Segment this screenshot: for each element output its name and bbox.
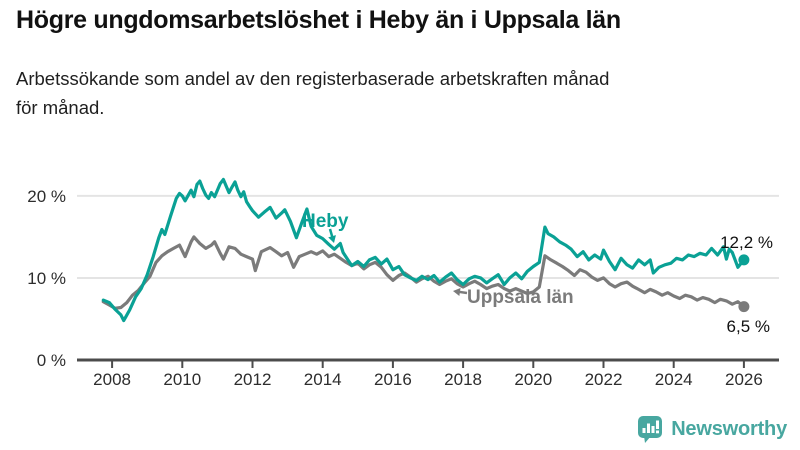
series-label: Heby	[302, 211, 349, 232]
chart-subtitle: Arbetssökande som andel av den registerb…	[16, 64, 786, 122]
series-end-value-label: 12,2 %	[720, 233, 773, 252]
series-label-arrowhead	[328, 235, 336, 243]
x-axis-tick-label: 2010	[163, 370, 201, 389]
series-label-arrowhead	[453, 288, 461, 296]
series-end-dot	[738, 254, 750, 266]
series-label: Uppsala län	[467, 287, 574, 308]
newsworthy-logo-link[interactable]: Newsworthy	[637, 415, 787, 444]
x-axis-tick-label: 2018	[444, 370, 482, 389]
x-axis-tick-label: 2008	[93, 370, 131, 389]
newsworthy-brand-text: Newsworthy	[671, 418, 787, 440]
x-axis-tick-label: 2012	[234, 370, 272, 389]
x-axis-tick-label: 2022	[585, 370, 623, 389]
y-axis-tick-label: 10 %	[27, 269, 66, 288]
subtitle-line-2: för månad.	[16, 97, 105, 119]
series-end-dot	[738, 301, 750, 313]
subtitle-line-1: Arbetssökande som andel av den registerb…	[16, 68, 610, 89]
series-line-uppsala-l-n	[101, 235, 746, 310]
newsworthy-icon	[638, 416, 663, 443]
x-axis-tick-label: 2016	[374, 370, 412, 389]
x-axis-tick-label: 2024	[655, 370, 693, 389]
series-end-value-label: 6,5 %	[727, 317, 770, 336]
page-title: Högre ungdomsarbetslöshet i Heby än i Up…	[16, 6, 621, 34]
series-line-heby	[101, 177, 746, 323]
y-axis-tick-label: 20 %	[27, 187, 66, 206]
y-axis-tick-label: 0 %	[37, 351, 66, 370]
x-axis-tick-label: 2014	[304, 370, 342, 389]
x-axis-tick-label: 2026	[725, 370, 763, 389]
x-axis-tick-label: 2020	[514, 370, 552, 389]
